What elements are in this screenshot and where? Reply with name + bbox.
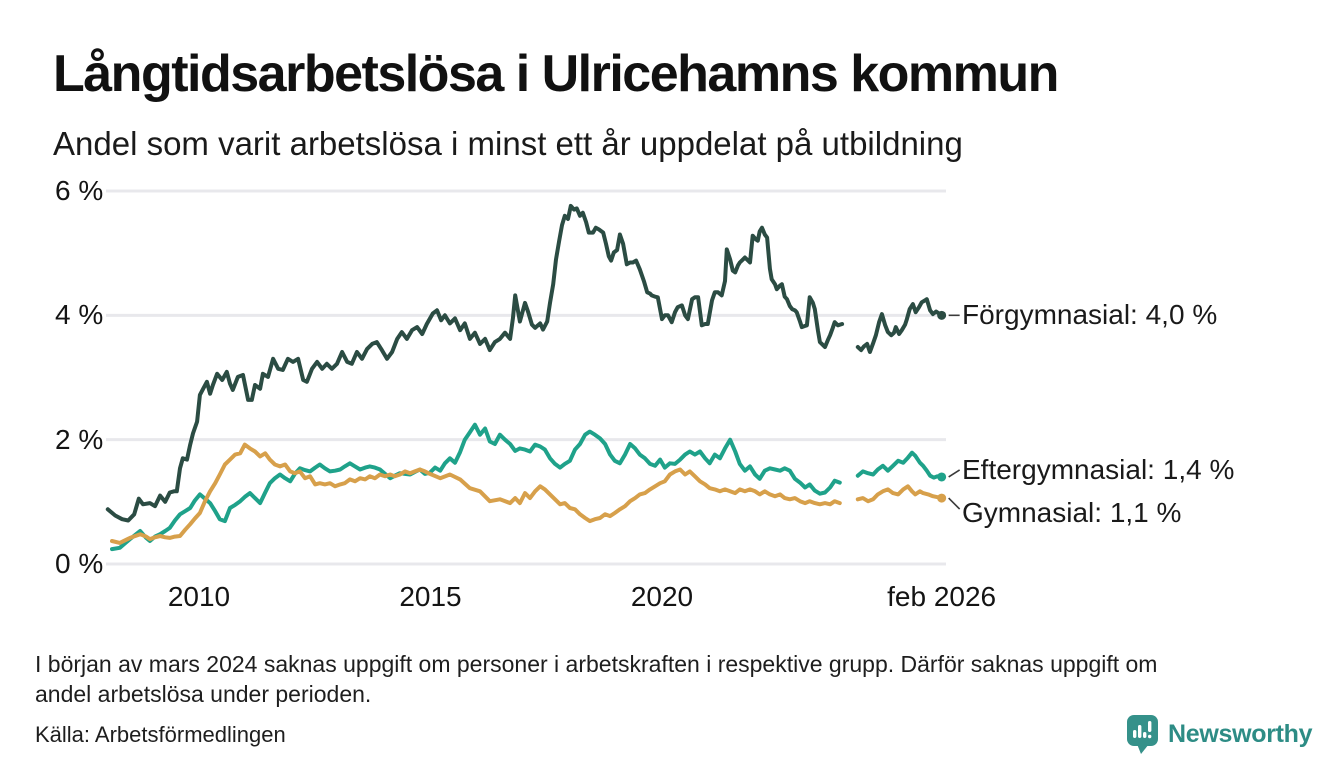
x-tick-label: 2020 [630,581,694,612]
y-tick-label: 6 % [55,174,104,206]
series-paths [105,203,944,552]
y-tick-label: 2 % [55,423,104,455]
series-end-dot-gymnasial [937,493,947,503]
series-line-gymnasial-seg2 [855,484,944,504]
series-end-dot-förgymnasial [937,310,947,320]
footnote-line-1: I början av mars 2024 saknas uppgift om … [35,651,1158,677]
y-tick-label: 4 % [55,299,104,331]
y-tick-label: 0 % [55,548,104,579]
callout-leader-lines [948,314,961,510]
callout-forgymnasial: Förgymnasial: 4,0 % [962,299,1218,331]
x-tick-label: feb 2026 [887,581,997,612]
footnote-line-2: andel arbetslösa under perioden. [35,681,372,707]
newsworthy-bubble-chart-icon [1126,714,1160,760]
brand-wordmark: Newsworthy [1168,720,1313,748]
series-line-gymnasial-seg1 [110,442,842,545]
series-line-eftergymnasial-seg2 [855,450,944,480]
page-title: Långtidsarbetslösa i Ulricehamns kommun [53,45,1059,103]
leader-line-eftergymnasial [948,469,961,478]
leader-line-gymnasial [948,497,961,510]
callout-eftergymnasial: Eftergymnasial: 1,4 % [962,453,1235,485]
callout-gymnasial: Gymnasial: 1,1 % [962,497,1182,529]
x-tick-label: 2010 [167,581,231,612]
chart-subtitle: Andel som varit arbetslösa i minst ett å… [53,125,963,162]
brand-logo: Newsworthy [1126,714,1313,760]
x-tick-label: 2015 [399,581,462,612]
series-line-eftergymnasial-seg1 [110,422,842,552]
series-end-dot-eftergymnasial [937,472,947,482]
series-line-förgymnasial-seg1 [105,203,845,523]
series-end-dots [937,310,947,503]
source-label: Källa: Arbetsförmedlingen [35,722,286,747]
series-line-förgymnasial-seg2 [855,297,944,354]
